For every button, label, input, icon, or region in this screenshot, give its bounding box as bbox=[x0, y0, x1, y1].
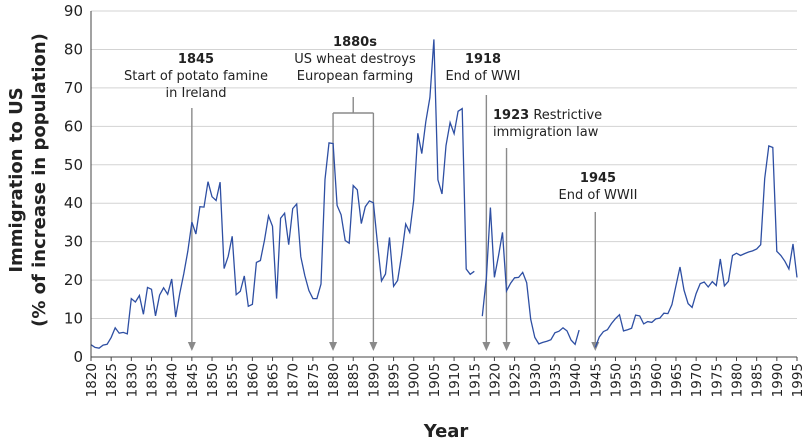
x-tick-label: 1990 bbox=[770, 363, 786, 397]
annotation-1918-year: 1918 bbox=[465, 52, 501, 67]
x-tick-label: 1920 bbox=[487, 363, 503, 397]
y-tick-label: 30 bbox=[64, 233, 83, 251]
x-tick-label: 1955 bbox=[629, 363, 645, 397]
x-tick-label: 1820 bbox=[84, 363, 100, 397]
x-tick-label: 1885 bbox=[346, 363, 362, 397]
y-tick-label: 50 bbox=[64, 156, 83, 174]
annotation-1880s-text: European farming bbox=[297, 69, 413, 84]
x-tick-label: 1850 bbox=[205, 363, 221, 397]
x-tick-label: 1915 bbox=[467, 363, 483, 397]
bracket-1880s bbox=[333, 97, 374, 114]
y-tick-labels: 0 10 20 30 40 50 60 70 80 90 bbox=[64, 2, 83, 366]
arrow-1845-head bbox=[187, 342, 196, 351]
x-tick-label: 1985 bbox=[750, 363, 766, 397]
x-tick-label: 1950 bbox=[608, 363, 624, 397]
arrow-1890-head bbox=[369, 342, 378, 351]
arrow-1918-head bbox=[482, 342, 491, 351]
y-tick-label: 70 bbox=[64, 79, 83, 97]
annotation-1880s-text: US wheat destroys bbox=[294, 52, 416, 67]
x-tick-label: 1940 bbox=[568, 363, 584, 397]
x-tick-label: 1935 bbox=[548, 363, 564, 397]
y-tick-label: 10 bbox=[64, 310, 83, 328]
y-axis-label-line1: Immigration to US bbox=[6, 87, 27, 272]
y-tick-label: 40 bbox=[64, 194, 83, 212]
y-tick-label: 80 bbox=[64, 40, 83, 58]
x-tick-label: 1900 bbox=[407, 363, 423, 397]
x-tick-label: 1865 bbox=[266, 363, 282, 397]
x-tick-labels: 1820 1825 1830 1835 1840 1845 1850 1855 1860 1865… bbox=[84, 357, 806, 397]
x-tick-label: 1830 bbox=[124, 363, 140, 397]
x-tick-label: 1860 bbox=[245, 363, 261, 397]
x-tick-label: 1965 bbox=[669, 363, 685, 397]
x-tick-label: 1890 bbox=[366, 363, 382, 397]
x-tick-label: 1855 bbox=[225, 363, 241, 397]
x-tick-label: 1835 bbox=[145, 363, 161, 397]
x-tick-label: 1995 bbox=[790, 363, 806, 397]
x-tick-label: 1925 bbox=[508, 363, 524, 397]
y-tick-label: 0 bbox=[73, 348, 83, 366]
annotation-1945-text: End of WWII bbox=[559, 188, 638, 203]
immigration-line bbox=[90, 39, 798, 349]
x-tick-label: 1970 bbox=[689, 363, 705, 397]
annotation-1923-text: Restrictive bbox=[529, 108, 602, 123]
x-tick-label: 1870 bbox=[286, 363, 302, 397]
annotation-1845-text: Start of potato famine bbox=[124, 69, 268, 84]
y-tick-label: 60 bbox=[64, 117, 83, 135]
x-tick-label: 1825 bbox=[104, 363, 120, 397]
annotation-1845-text: in Ireland bbox=[166, 86, 227, 101]
x-tick-label: 1930 bbox=[528, 363, 544, 397]
y-axis-label-line2: (% of increase in population) bbox=[29, 33, 50, 327]
arrow-1880-head bbox=[329, 342, 338, 351]
x-tick-label: 1980 bbox=[729, 363, 745, 397]
axes bbox=[90, 11, 797, 358]
annotation-1923-text: immigration law bbox=[493, 125, 599, 140]
x-tick-label: 1895 bbox=[387, 363, 403, 397]
x-tick-label: 1910 bbox=[447, 363, 463, 397]
y-tick-label: 90 bbox=[64, 2, 83, 20]
annotation-1923-line1: 1923 Restrictive bbox=[493, 108, 602, 123]
x-tick-label: 1905 bbox=[427, 363, 443, 397]
x-axis-label: Year bbox=[423, 421, 469, 442]
annotation-1918-text: End of WWI bbox=[445, 69, 520, 84]
x-tick-label: 1975 bbox=[709, 363, 725, 397]
x-tick-label: 1960 bbox=[649, 363, 665, 397]
x-tick-label: 1875 bbox=[306, 363, 322, 397]
x-tick-label: 1845 bbox=[185, 363, 201, 397]
annotation-1880s-year: 1880s bbox=[333, 35, 377, 50]
x-tick-label: 1880 bbox=[326, 363, 342, 397]
annotation-1845-year: 1845 bbox=[178, 52, 214, 67]
y-tick-label: 20 bbox=[64, 271, 83, 289]
x-tick-label: 1840 bbox=[165, 363, 181, 397]
x-tick-label: 1945 bbox=[588, 363, 604, 397]
annotation-1945-year: 1945 bbox=[580, 171, 616, 186]
arrow-1923-head bbox=[502, 342, 511, 351]
annotations: 1845 Start of potato famine in Ireland 1880… bbox=[124, 35, 637, 351]
annotation-1923-year: 1923 bbox=[493, 108, 529, 123]
